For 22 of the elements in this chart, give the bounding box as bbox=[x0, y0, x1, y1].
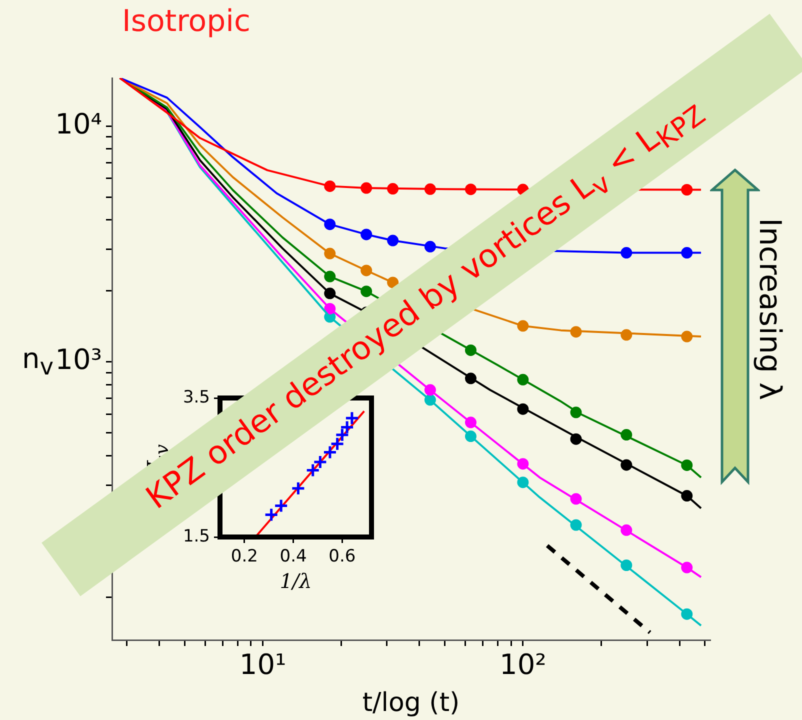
point bbox=[290, 481, 306, 496]
point bbox=[344, 410, 360, 426]
point bbox=[334, 428, 350, 442]
text: Increasing λ bbox=[752, 218, 787, 400]
x-tick-label: 10¹ bbox=[239, 648, 286, 682]
point bbox=[312, 454, 328, 470]
point bbox=[274, 498, 288, 513]
x-tick-label: 0.4 bbox=[280, 546, 307, 567]
x-axis-title: t/log (t) bbox=[362, 688, 460, 718]
y-tick-label: 10⁴ bbox=[55, 107, 102, 140]
x-axis-title: 1/λ bbox=[280, 569, 312, 594]
y-tick-label: 1.5 bbox=[182, 526, 210, 546]
point bbox=[330, 436, 345, 452]
point bbox=[340, 420, 354, 434]
x-tick-label: 0.6 bbox=[328, 546, 356, 567]
point bbox=[322, 444, 338, 460]
y-tick-label: 3.5 bbox=[182, 387, 210, 408]
x-tick-label: 10² bbox=[499, 648, 546, 682]
point bbox=[306, 463, 320, 478]
point bbox=[264, 508, 279, 522]
y-tick-label: 10³ bbox=[55, 343, 102, 376]
x-tick-label: 0.2 bbox=[230, 546, 258, 567]
